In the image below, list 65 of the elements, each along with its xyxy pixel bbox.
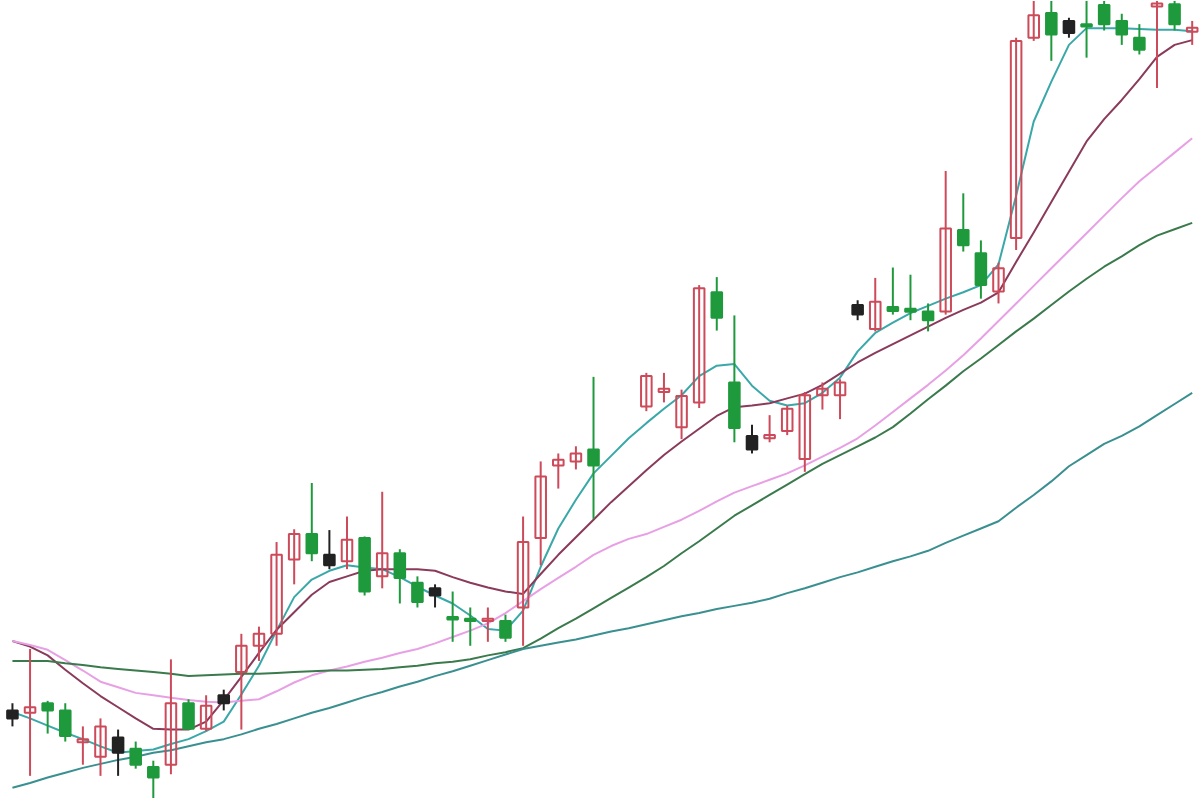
candlestick: [675, 388, 688, 441]
candlestick: [94, 717, 107, 777]
candlestick: [745, 423, 759, 455]
candlestick: [939, 169, 952, 316]
candlestick: [657, 371, 671, 404]
candlestick: [728, 314, 741, 444]
candlestick: [375, 490, 389, 590]
candlestick: [868, 276, 882, 333]
candlestick: [199, 694, 213, 733]
candlestick: [1115, 12, 1129, 46]
candlestick: [1097, 1, 1111, 32]
candlestick: [763, 414, 776, 444]
candlestick: [340, 515, 354, 571]
candlestick: [640, 371, 653, 413]
candlestick: [481, 606, 495, 643]
candlestick: [58, 702, 72, 743]
candlestick: [217, 688, 231, 712]
candlestick: [129, 740, 142, 770]
candlestick: [446, 590, 459, 643]
candlestick: [569, 445, 583, 471]
candlestick: [1009, 36, 1023, 251]
candlestick: [798, 391, 812, 473]
candlestick: [270, 541, 283, 647]
candlestick: [534, 460, 547, 567]
candlestick: [1080, 1, 1093, 59]
candlestick: [323, 529, 336, 571]
candlestick: [1150, 1, 1164, 89]
candlestick: [904, 273, 917, 322]
candlestick: [499, 613, 512, 643]
candlestick: [1027, 1, 1040, 42]
candlestick: [1133, 23, 1146, 56]
candlestick: [252, 625, 266, 662]
candlestick: [182, 698, 195, 731]
candlestick: [147, 759, 160, 798]
candlestick: [516, 515, 530, 647]
candlestick: [23, 647, 37, 777]
candlestick: [428, 583, 442, 609]
candlestick: [287, 528, 301, 586]
candlestick: [692, 284, 706, 409]
candlestick: [833, 378, 847, 421]
candlestick: [41, 699, 54, 735]
candlestick: [974, 239, 988, 300]
candlestick: [111, 728, 125, 777]
candlestick: [6, 702, 19, 728]
candlestick: [552, 452, 565, 490]
candlestick: [305, 481, 319, 563]
candlestick: [992, 261, 1005, 305]
candlestick: [957, 192, 970, 253]
candlestick: [710, 276, 724, 332]
candlestick: [411, 575, 424, 609]
candlestick: [463, 606, 477, 647]
candlestick: [816, 381, 829, 411]
candlestick: [921, 302, 935, 333]
candlestick: [886, 266, 900, 316]
candlestick: [76, 725, 90, 766]
candlestick: [164, 658, 178, 776]
candlestick: [1062, 16, 1076, 39]
candlestick: [587, 375, 600, 520]
candlestick: [393, 548, 407, 605]
candlestick: [851, 299, 864, 322]
candlestick: [1168, 1, 1181, 32]
candlestick: [1185, 19, 1199, 46]
candlestick: [1045, 1, 1058, 62]
candlestick: [235, 632, 248, 731]
candlestick: [780, 404, 794, 437]
